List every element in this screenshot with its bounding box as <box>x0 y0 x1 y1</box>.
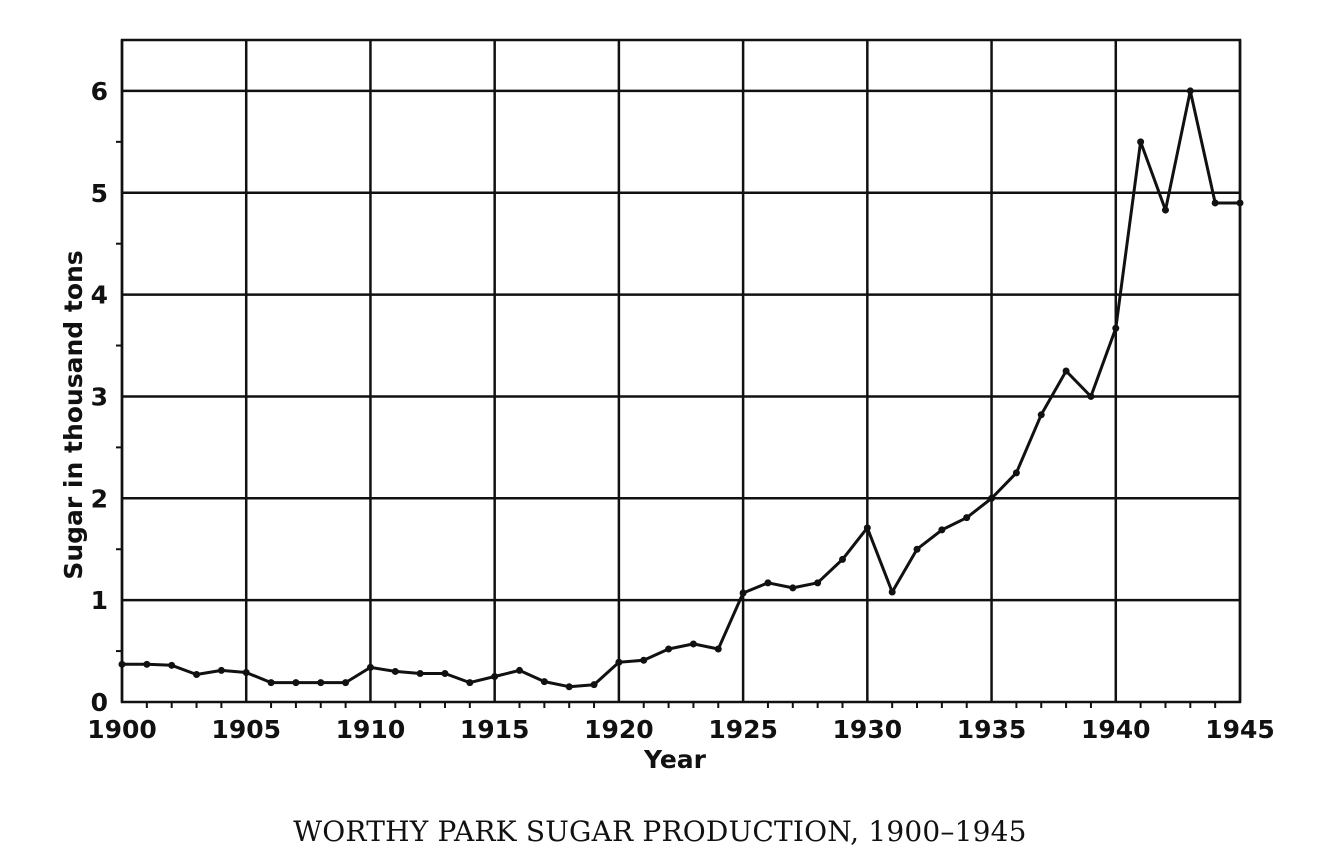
x-tick-label: 1900 <box>87 715 157 744</box>
data-point <box>739 589 747 597</box>
y-axis-label: Sugar in thousand tons <box>59 250 88 579</box>
x-tick-label: 1920 <box>584 715 654 744</box>
data-point <box>516 666 524 674</box>
grid <box>120 38 1242 704</box>
data-point <box>615 658 623 666</box>
data-point <box>963 514 971 522</box>
x-axis-label: Year <box>643 745 707 774</box>
chart-title: WORTHY PARK SUGAR PRODUCTION, 1900–1945 <box>293 815 1027 848</box>
y-tick-label: 1 <box>91 586 108 615</box>
data-point <box>1112 324 1120 332</box>
y-tick-label: 6 <box>91 77 108 106</box>
data-point <box>838 555 846 563</box>
data-point <box>217 666 225 674</box>
x-tick-label: 1915 <box>460 715 530 744</box>
data-point <box>789 584 797 592</box>
x-tick-label: 1910 <box>336 715 406 744</box>
y-tick-labels: 0 1 2 3 4 5 6 <box>91 77 108 717</box>
data-point <box>665 645 673 653</box>
x-tick-label: 1905 <box>211 715 281 744</box>
line-chart: 1900 1905 1910 1915 1920 1925 1930 1935 1940 1945… <box>59 38 1275 774</box>
data-point <box>814 579 822 587</box>
data-point <box>267 679 275 687</box>
data-point <box>689 640 697 648</box>
x-tick-label: 1940 <box>1081 715 1151 744</box>
data-point <box>416 669 424 677</box>
data-point <box>540 678 548 686</box>
data-point <box>1161 206 1169 214</box>
x-tick-label: 1945 <box>1205 715 1275 744</box>
plot-frame <box>120 38 1242 704</box>
data-point <box>988 494 996 502</box>
data-point <box>1186 87 1194 95</box>
data-point <box>888 588 896 596</box>
data-point <box>1012 469 1020 477</box>
data-point <box>1037 411 1045 419</box>
data-point <box>242 668 250 676</box>
data-point <box>1087 392 1095 400</box>
x-tick-label: 1925 <box>708 715 778 744</box>
series-line <box>122 89 1240 689</box>
x-tick-labels: 1900 1905 1910 1915 1920 1925 1930 1935 1940 1945 <box>87 715 1275 744</box>
data-point <box>565 683 573 691</box>
y-tick-label: 5 <box>91 179 108 208</box>
y-tick-label: 2 <box>91 484 108 513</box>
data-point <box>193 671 201 679</box>
y-tick-label: 0 <box>91 688 108 717</box>
data-point <box>938 526 946 534</box>
data-point <box>764 579 772 587</box>
y-tick-label: 4 <box>91 281 108 310</box>
data-point <box>913 545 921 553</box>
x-tick-label: 1935 <box>957 715 1027 744</box>
data-point <box>640 656 648 664</box>
data-point <box>317 679 325 687</box>
data-point <box>292 679 300 687</box>
data-point <box>168 661 176 669</box>
data-points <box>118 87 1244 691</box>
data-point <box>1236 199 1244 207</box>
data-point <box>863 524 871 532</box>
data-point <box>714 645 722 653</box>
data-point <box>143 660 151 668</box>
data-point <box>391 667 399 675</box>
data-point <box>491 673 499 681</box>
data-point <box>1211 199 1219 207</box>
data-point <box>1137 138 1145 146</box>
x-tick-label: 1930 <box>833 715 903 744</box>
data-point <box>1062 367 1070 375</box>
data-point <box>466 679 474 687</box>
data-point <box>118 660 126 668</box>
data-point <box>441 669 449 677</box>
data-point <box>366 663 374 671</box>
data-point <box>342 679 350 687</box>
y-tick-label: 3 <box>91 382 108 411</box>
minor-ticks <box>116 140 1217 708</box>
data-point <box>590 681 598 689</box>
